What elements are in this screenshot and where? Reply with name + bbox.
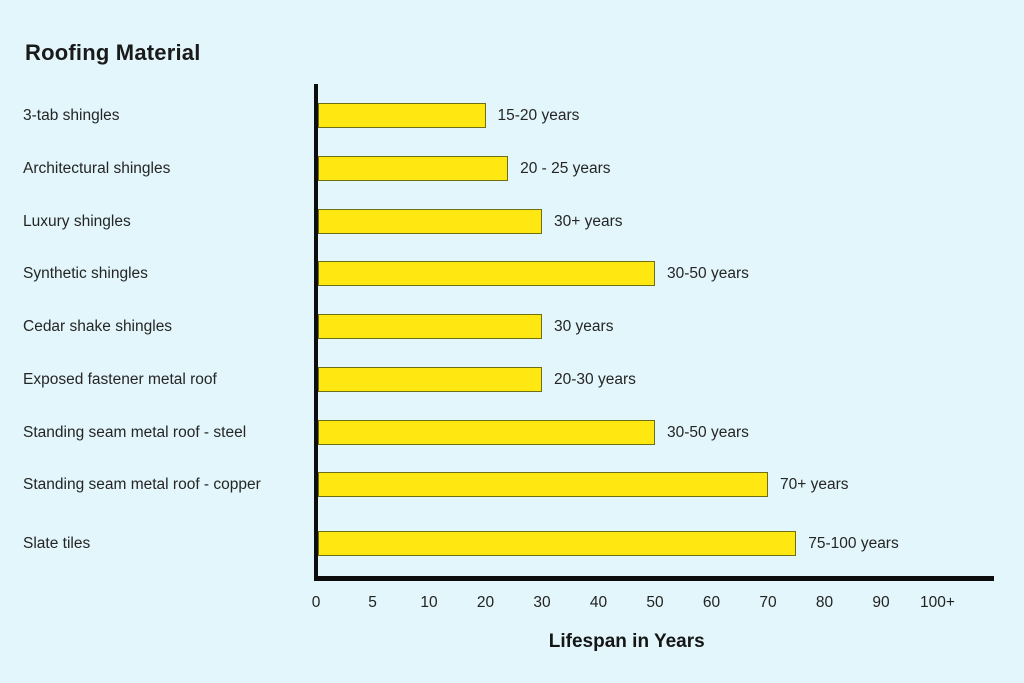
category-label: Exposed fastener metal roof [23, 370, 217, 388]
category-label: Architectural shingles [23, 159, 171, 177]
category-label: Luxury shingles [23, 212, 131, 230]
x-tick-label: 80 [815, 594, 834, 611]
value-label: 30-50 years [667, 423, 749, 441]
category-label: 3-tab shingles [23, 106, 120, 124]
x-tick-label: 30 [533, 594, 551, 611]
category-label: Standing seam metal roof - copper [23, 475, 261, 493]
value-label: 75-100 years [808, 534, 899, 552]
y-axis-line [314, 84, 318, 581]
bar [318, 102, 486, 128]
bar [318, 366, 542, 392]
value-label: 30+ years [554, 212, 623, 230]
category-label: Standing seam metal roof - steel [23, 423, 247, 441]
bar [318, 313, 542, 339]
bar [318, 155, 509, 181]
bar [318, 530, 797, 556]
value-label: 70+ years [780, 475, 849, 493]
x-tick-label: 5 [368, 594, 377, 611]
x-tick-label: 100+ [920, 594, 955, 611]
bar [318, 260, 655, 286]
x-tick-label: 70 [759, 594, 777, 611]
x-tick-label: 40 [589, 594, 608, 611]
category-label: Cedar shake shingles [23, 317, 173, 335]
category-label: Slate tiles [23, 534, 91, 552]
x-tick-label: 20 [476, 594, 495, 611]
x-tick-label: 90 [872, 594, 890, 611]
category-label: Synthetic shingles [23, 264, 148, 282]
bar [318, 208, 542, 234]
bar [318, 471, 768, 497]
value-label: 20 - 25 years [520, 159, 611, 177]
x-axis-title: Lifespan in Years [548, 631, 705, 652]
value-label: 15-20 years [497, 106, 580, 124]
x-tick-label: 10 [420, 594, 438, 611]
value-label: 30-50 years [667, 264, 749, 282]
bar [318, 419, 655, 445]
x-tick-label: 0 [311, 594, 321, 611]
x-axis-line [314, 576, 994, 581]
chart-title: Roofing Material [25, 40, 201, 65]
value-label: 30 years [554, 317, 614, 335]
x-tick-label: 50 [646, 594, 664, 611]
value-label: 20-30 years [554, 370, 636, 388]
x-tick-label: 60 [702, 594, 721, 611]
